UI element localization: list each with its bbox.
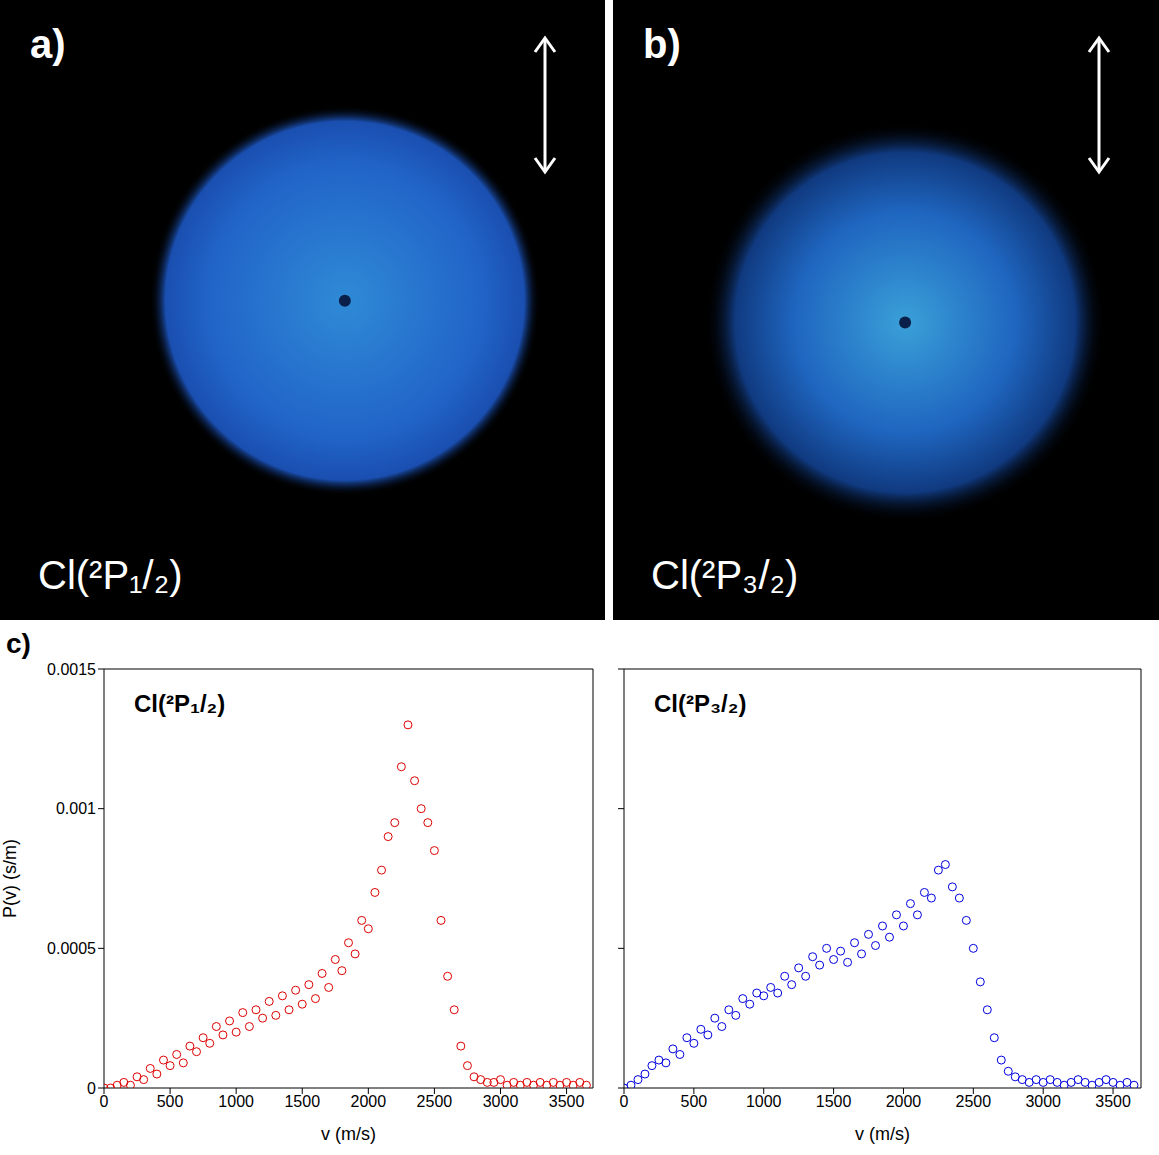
html-text:Cl(²P₃/₂): Cl(²P₃/₂)	[654, 690, 747, 717]
svg-text:3000: 3000	[1025, 1093, 1061, 1110]
html-text:b): b)	[643, 22, 681, 66]
svg-text:1500: 1500	[816, 1093, 852, 1110]
svg-text:2000: 2000	[886, 1093, 922, 1110]
svg-text:1000: 1000	[218, 1093, 254, 1110]
svg-text:1500: 1500	[284, 1093, 320, 1110]
html-text:Cl(²P₁/₂): Cl(²P₁/₂)	[134, 690, 226, 717]
svg-text:2500: 2500	[417, 1093, 453, 1110]
svg-text:3500: 3500	[1095, 1093, 1131, 1110]
svg-text:0.001: 0.001	[56, 800, 96, 817]
svg-text:0: 0	[100, 1093, 109, 1110]
svg-text:3500: 3500	[549, 1093, 585, 1110]
svg-text:0.0015: 0.0015	[47, 661, 96, 678]
svg-text:0.0005: 0.0005	[47, 940, 96, 957]
svg-text:v (m/s): v (m/s)	[321, 1124, 376, 1144]
svg-text:1000: 1000	[746, 1093, 782, 1110]
html-text:a): a)	[30, 22, 66, 66]
html-text:Cl(²P₃/₂): Cl(²P₃/₂)	[651, 553, 799, 597]
svg-text:0: 0	[87, 1080, 96, 1097]
svg-text:500: 500	[681, 1093, 708, 1110]
svg-text:v (m/s): v (m/s)	[855, 1124, 910, 1144]
svg-text:2500: 2500	[956, 1093, 992, 1110]
svg-text:3000: 3000	[483, 1093, 519, 1110]
svg-text:0: 0	[620, 1093, 629, 1110]
svg-text:P(v) (s/m): P(v) (s/m)	[0, 839, 20, 918]
html-text:c): c)	[6, 628, 31, 659]
svg-text:2000: 2000	[351, 1093, 387, 1110]
html-text:Cl(²P₁/₂): Cl(²P₁/₂)	[38, 553, 183, 597]
svg-text:500: 500	[157, 1093, 184, 1110]
